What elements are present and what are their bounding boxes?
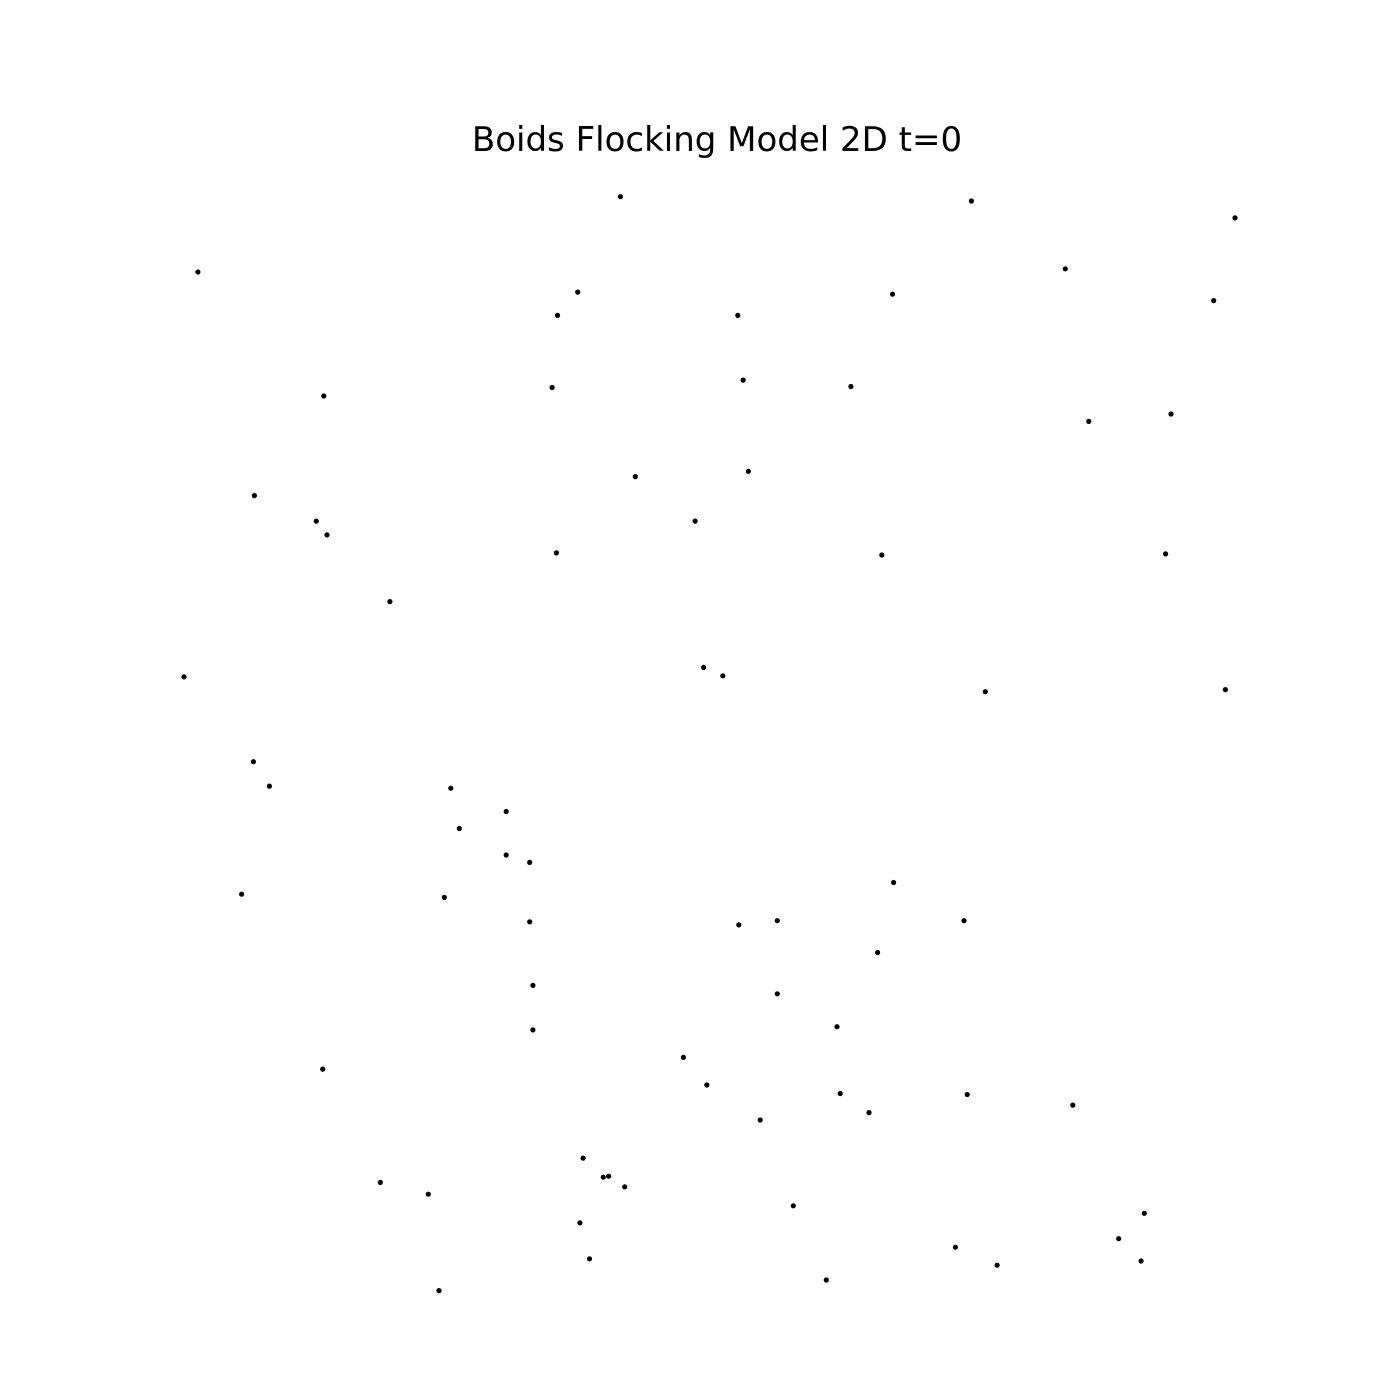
boid-point-24 <box>1163 551 1169 557</box>
data-points-layer <box>181 194 1238 1294</box>
boid-point-34 <box>456 825 462 832</box>
boid-point-14 <box>1086 418 1092 424</box>
boid-point-46 <box>530 982 536 989</box>
boid-point-66 <box>1141 1210 1147 1216</box>
boid-point-41 <box>736 922 742 928</box>
boid-point-62 <box>377 1179 383 1186</box>
boid-point-30 <box>1222 687 1228 693</box>
chart-title: Boids Flocking Model 2D t=0 <box>472 120 962 160</box>
boid-point-33 <box>448 785 454 791</box>
boid-point-12 <box>740 377 746 383</box>
boid-point-56 <box>1070 1102 1076 1108</box>
boid-point-31 <box>250 759 256 765</box>
boid-point-19 <box>313 518 319 524</box>
boid-point-72 <box>823 1277 829 1283</box>
boid-point-61 <box>622 1184 628 1190</box>
boid-point-28 <box>720 673 726 679</box>
boid-point-48 <box>834 1024 840 1030</box>
boid-point-29 <box>982 689 988 695</box>
boid-point-37 <box>527 859 533 866</box>
boid-point-20 <box>324 532 330 538</box>
boid-point-26 <box>181 674 187 680</box>
boid-point-25 <box>387 599 393 605</box>
boid-point-11 <box>549 384 555 391</box>
boid-point-22 <box>553 550 560 556</box>
boid-point-6 <box>889 291 896 297</box>
boid-point-4 <box>1062 266 1068 272</box>
boid-point-8 <box>554 312 561 318</box>
boid-point-45 <box>875 949 881 956</box>
boid-point-65 <box>790 1203 796 1209</box>
boid-point-71 <box>586 1256 593 1262</box>
boid-point-0 <box>617 194 624 200</box>
boid-point-36 <box>503 852 509 858</box>
boid-point-2 <box>1232 215 1238 221</box>
boid-point-7 <box>1211 298 1217 304</box>
boid-point-49 <box>530 1027 536 1033</box>
boid-point-42 <box>774 918 780 924</box>
boid-point-15 <box>1168 411 1174 417</box>
boid-point-69 <box>952 1244 959 1250</box>
boid-point-43 <box>891 879 897 886</box>
boid-point-21 <box>692 518 698 524</box>
boid-point-70 <box>994 1262 1000 1268</box>
boid-point-9 <box>735 312 741 318</box>
boid-point-60 <box>606 1173 612 1179</box>
boid-point-23 <box>879 552 885 558</box>
boid-point-13 <box>848 383 854 390</box>
boid-point-10 <box>321 393 327 399</box>
boid-point-51 <box>680 1054 687 1060</box>
boid-point-16 <box>251 493 257 499</box>
boid-point-47 <box>774 991 780 997</box>
boid-point-68 <box>1138 1258 1144 1264</box>
boid-point-53 <box>837 1090 843 1097</box>
boid-point-1 <box>968 198 975 204</box>
boid-point-40 <box>527 919 533 925</box>
boid-point-27 <box>701 664 707 671</box>
boid-point-58 <box>580 1155 586 1161</box>
boid-point-44 <box>961 918 967 924</box>
boid-point-39 <box>441 894 447 901</box>
boid-point-54 <box>964 1091 970 1098</box>
boid-point-55 <box>866 1110 872 1116</box>
boid-point-35 <box>503 808 509 815</box>
boid-point-59 <box>600 1174 606 1180</box>
boid-point-63 <box>425 1191 431 1197</box>
boid-point-17 <box>632 474 638 480</box>
boid-point-18 <box>745 468 752 474</box>
boid-point-64 <box>577 1220 583 1226</box>
boid-point-3 <box>195 269 201 275</box>
boid-point-52 <box>704 1082 710 1088</box>
boid-point-50 <box>320 1066 326 1072</box>
boid-point-57 <box>757 1117 763 1123</box>
boid-point-32 <box>266 783 272 789</box>
boid-point-38 <box>239 891 245 897</box>
boid-point-73 <box>436 1288 442 1294</box>
boid-point-67 <box>1116 1236 1122 1242</box>
boid-point-5 <box>575 289 581 295</box>
